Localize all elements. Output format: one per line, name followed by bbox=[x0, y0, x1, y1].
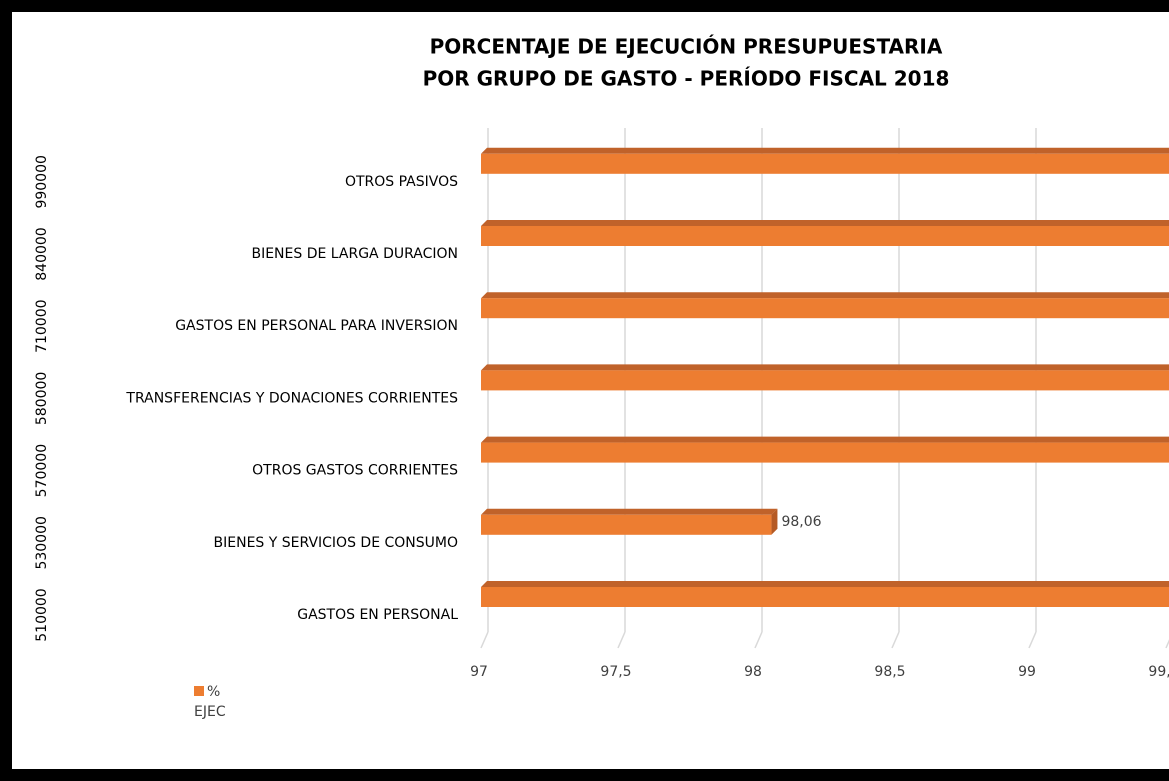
x-tick-label: 99 bbox=[1018, 664, 1036, 680]
chart-title: PORCENTAJE DE EJECUCIÓN PRESUPUESTARIA bbox=[430, 35, 943, 59]
category-code: 580000 bbox=[34, 372, 50, 425]
category-label: BIENES Y SERVICIOS DE CONSUMO bbox=[214, 535, 458, 551]
category-code: 990000 bbox=[34, 155, 50, 208]
bar bbox=[481, 587, 1169, 607]
bar bbox=[481, 153, 1169, 174]
grid-line bbox=[1028, 631, 1037, 649]
bar-top bbox=[481, 147, 1169, 154]
legend-swatch bbox=[194, 686, 204, 696]
bar bbox=[481, 442, 1169, 463]
category-label: GASTOS EN PERSONAL bbox=[297, 607, 458, 623]
bar bbox=[481, 514, 772, 535]
category-code: 570000 bbox=[34, 444, 50, 497]
x-tick-label: 98 bbox=[744, 664, 762, 680]
bar-top bbox=[481, 220, 1169, 226]
x-tick-label: 97,5 bbox=[600, 664, 631, 680]
legend-label: % EJEC bbox=[194, 684, 226, 720]
category-label: GASTOS EN PERSONAL PARA INVERSION bbox=[175, 318, 458, 334]
bar-top bbox=[481, 292, 1169, 299]
bar bbox=[481, 226, 1169, 246]
bar bbox=[481, 298, 1169, 319]
category-code: 510000 bbox=[34, 588, 50, 641]
x-tick-label: 97 bbox=[470, 664, 488, 680]
category-label: TRANSFERENCIAS Y DONACIONES CORRIENTES bbox=[125, 390, 458, 406]
grid-line bbox=[891, 631, 900, 649]
grid-line bbox=[617, 631, 626, 649]
data-label: 98,06 bbox=[781, 514, 821, 530]
category-label: BIENES DE LARGA DURACION bbox=[251, 246, 458, 262]
bar-top bbox=[481, 581, 1169, 587]
category-code: 530000 bbox=[34, 516, 50, 569]
x-tick-label: 98,5 bbox=[874, 664, 905, 680]
grid-line bbox=[1165, 639, 1169, 649]
category-code: 840000 bbox=[34, 227, 50, 280]
category-label: OTROS PASIVOS bbox=[345, 174, 458, 190]
grid-line bbox=[754, 631, 763, 649]
bar-top bbox=[481, 364, 1169, 371]
category-code: 710000 bbox=[34, 299, 50, 352]
bar-top bbox=[481, 508, 778, 515]
grid-line bbox=[480, 631, 489, 649]
x-tick-label: 99,5 bbox=[1148, 664, 1169, 680]
bar-side bbox=[771, 508, 778, 535]
bar-top bbox=[481, 436, 1169, 443]
category-label: OTROS GASTOS CORRIENTES bbox=[252, 463, 458, 479]
legend: % EJEC bbox=[194, 682, 244, 722]
bar bbox=[481, 370, 1169, 391]
chart-title: POR GRUPO DE GASTO - PERÍODO FISCAL 2018 bbox=[423, 67, 950, 91]
